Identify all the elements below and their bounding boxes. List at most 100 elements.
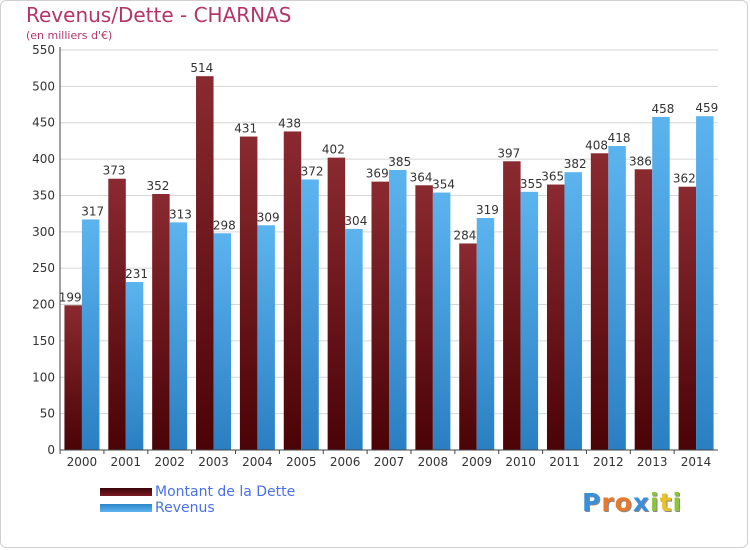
data-label: 514 xyxy=(190,61,213,75)
bar-revenus xyxy=(432,192,451,450)
logo-letter: x xyxy=(632,488,650,517)
data-label: 317 xyxy=(81,204,104,218)
bar-dette xyxy=(196,76,214,450)
data-label: 355 xyxy=(520,177,543,191)
bar-revenus xyxy=(564,172,582,450)
logo-letter: t xyxy=(659,488,673,517)
bar-revenus xyxy=(125,282,144,450)
y-tick-label: 250 xyxy=(32,261,55,275)
bar-revenus xyxy=(652,116,670,450)
data-label: 402 xyxy=(322,143,345,157)
logo-letter: i xyxy=(650,488,660,517)
data-label: 373 xyxy=(103,164,126,178)
data-label: 313 xyxy=(169,207,192,221)
x-tick-label: 2010 xyxy=(505,455,536,469)
bar-dette xyxy=(459,243,477,450)
data-label: 385 xyxy=(388,155,411,169)
bar-dette xyxy=(371,181,389,451)
bar-revenus xyxy=(608,146,626,450)
x-tick-label: 2012 xyxy=(593,455,624,469)
data-label: 298 xyxy=(213,218,236,232)
y-tick-label: 550 xyxy=(32,43,55,57)
bar-dette xyxy=(590,153,609,451)
bar-revenus xyxy=(345,228,363,450)
bar-revenus xyxy=(257,225,275,450)
y-tick-label: 350 xyxy=(32,188,55,202)
data-label: 418 xyxy=(608,131,631,145)
bar-dette xyxy=(108,178,126,450)
x-tick-label: 2006 xyxy=(330,455,361,469)
legend-swatch-revenus xyxy=(100,504,152,512)
bar-dette xyxy=(152,194,170,450)
x-tick-label: 2005 xyxy=(286,455,317,469)
data-label: 382 xyxy=(564,157,587,171)
y-tick-label: 50 xyxy=(40,407,55,421)
chart-subtitle: (en milliers d'€) xyxy=(26,29,113,42)
data-label: 365 xyxy=(541,170,564,184)
logo-letter: o xyxy=(614,488,633,517)
x-tick-label: 2007 xyxy=(374,455,405,469)
data-label: 364 xyxy=(410,170,433,184)
bar-dette xyxy=(503,161,521,451)
bar-dette xyxy=(327,157,346,451)
bar-dette xyxy=(678,186,697,450)
logo-letter: i xyxy=(672,488,683,517)
y-tick-label: 450 xyxy=(32,116,55,130)
x-tick-label: 2003 xyxy=(198,455,229,469)
bar-dette xyxy=(239,136,258,450)
x-tick-label: 2000 xyxy=(67,455,98,469)
data-label: 231 xyxy=(125,267,148,281)
data-label: 386 xyxy=(629,154,652,168)
data-label: 408 xyxy=(585,138,608,152)
bar-revenus xyxy=(520,191,539,450)
legend-swatch-dette xyxy=(100,488,152,496)
data-label: 352 xyxy=(146,179,169,193)
data-label: 199 xyxy=(59,290,82,304)
bar-dette xyxy=(283,131,302,451)
y-tick-label: 200 xyxy=(32,298,55,312)
legend-label-dette: Montant de la Dette xyxy=(155,484,296,500)
axes: 0 50 100 150 200 250 300 350 400 450 500 550 2000 200… xyxy=(32,43,718,469)
data-label: 362 xyxy=(673,172,696,186)
x-tick-label: 2009 xyxy=(461,455,492,469)
data-label: 459 xyxy=(695,101,718,115)
data-label: 309 xyxy=(257,210,280,224)
bar-revenus xyxy=(301,179,319,451)
bar-revenus xyxy=(696,116,714,450)
data-label: 369 xyxy=(366,167,389,181)
bar-revenus xyxy=(213,233,232,450)
x-tick-label: 2013 xyxy=(637,455,668,469)
data-label: 284 xyxy=(454,228,477,242)
y-tick-label: 500 xyxy=(32,79,55,93)
data-label: 304 xyxy=(344,214,367,228)
x-tick-label: 2008 xyxy=(418,455,449,469)
data-label: 354 xyxy=(432,178,455,192)
logo-letter: r xyxy=(601,488,615,517)
bar-revenus xyxy=(389,170,407,450)
logo-letter: P xyxy=(582,488,602,517)
data-label: 438 xyxy=(278,116,301,130)
x-tick-label: 2004 xyxy=(242,455,273,469)
y-tick-label: 300 xyxy=(32,225,55,239)
x-tick-label: 2002 xyxy=(154,455,185,469)
y-tick-label: 0 xyxy=(47,443,55,457)
x-tick-label: 2011 xyxy=(549,455,580,469)
bar-dette xyxy=(64,305,82,450)
data-label: 458 xyxy=(651,102,674,116)
x-tick-label: 2014 xyxy=(681,455,712,469)
proxiti-logo: Proxiti xyxy=(582,488,682,517)
data-label: 319 xyxy=(476,203,499,217)
bar-dette xyxy=(415,185,433,451)
chart-title: Revenus/Dette - CHARNAS xyxy=(26,3,292,27)
y-tick-label: 150 xyxy=(32,334,55,348)
y-tick-label: 100 xyxy=(32,370,55,384)
y-tick-label: 400 xyxy=(32,152,55,166)
x-tick-label: 2001 xyxy=(111,455,142,469)
bars xyxy=(64,76,714,451)
legend-label-revenus: Revenus xyxy=(155,500,215,516)
data-label: 397 xyxy=(497,146,520,160)
bar-dette xyxy=(546,184,565,450)
bar-revenus xyxy=(169,222,188,450)
